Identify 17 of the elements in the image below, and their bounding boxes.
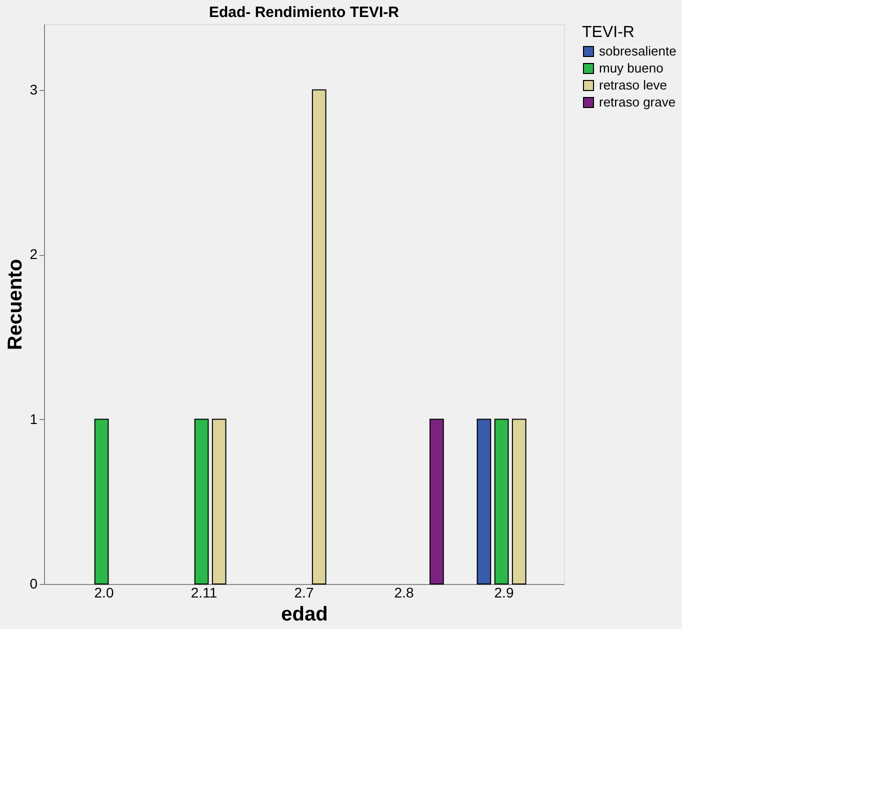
y-tick-label: 1 [30, 410, 38, 427]
x-tick-label: 2.9 [494, 584, 514, 600]
y-tick-label: 3 [30, 81, 38, 98]
x-axis-title: edad [281, 604, 328, 626]
y-axis-title: Recuento [4, 258, 27, 350]
y-tick-label: 0 [30, 576, 38, 592]
legend-label: muy bueno [599, 60, 664, 76]
x-tick-label: 2.8 [394, 584, 414, 600]
x-tick-label: 2.0 [94, 584, 114, 600]
legend-label: sobresaliente [599, 44, 676, 58]
y-tick-label: 2 [30, 246, 38, 262]
legend-label: retraso grave [599, 94, 676, 110]
x-tick-label: 2.7 [294, 584, 314, 600]
x-tick-label: 2.11 [190, 584, 218, 600]
legend-title: TEVI-R [582, 24, 634, 41]
chart-title: Edad- Rendimiento TEVI-R [208, 4, 400, 21]
legend-label: retraso leve [599, 78, 667, 92]
